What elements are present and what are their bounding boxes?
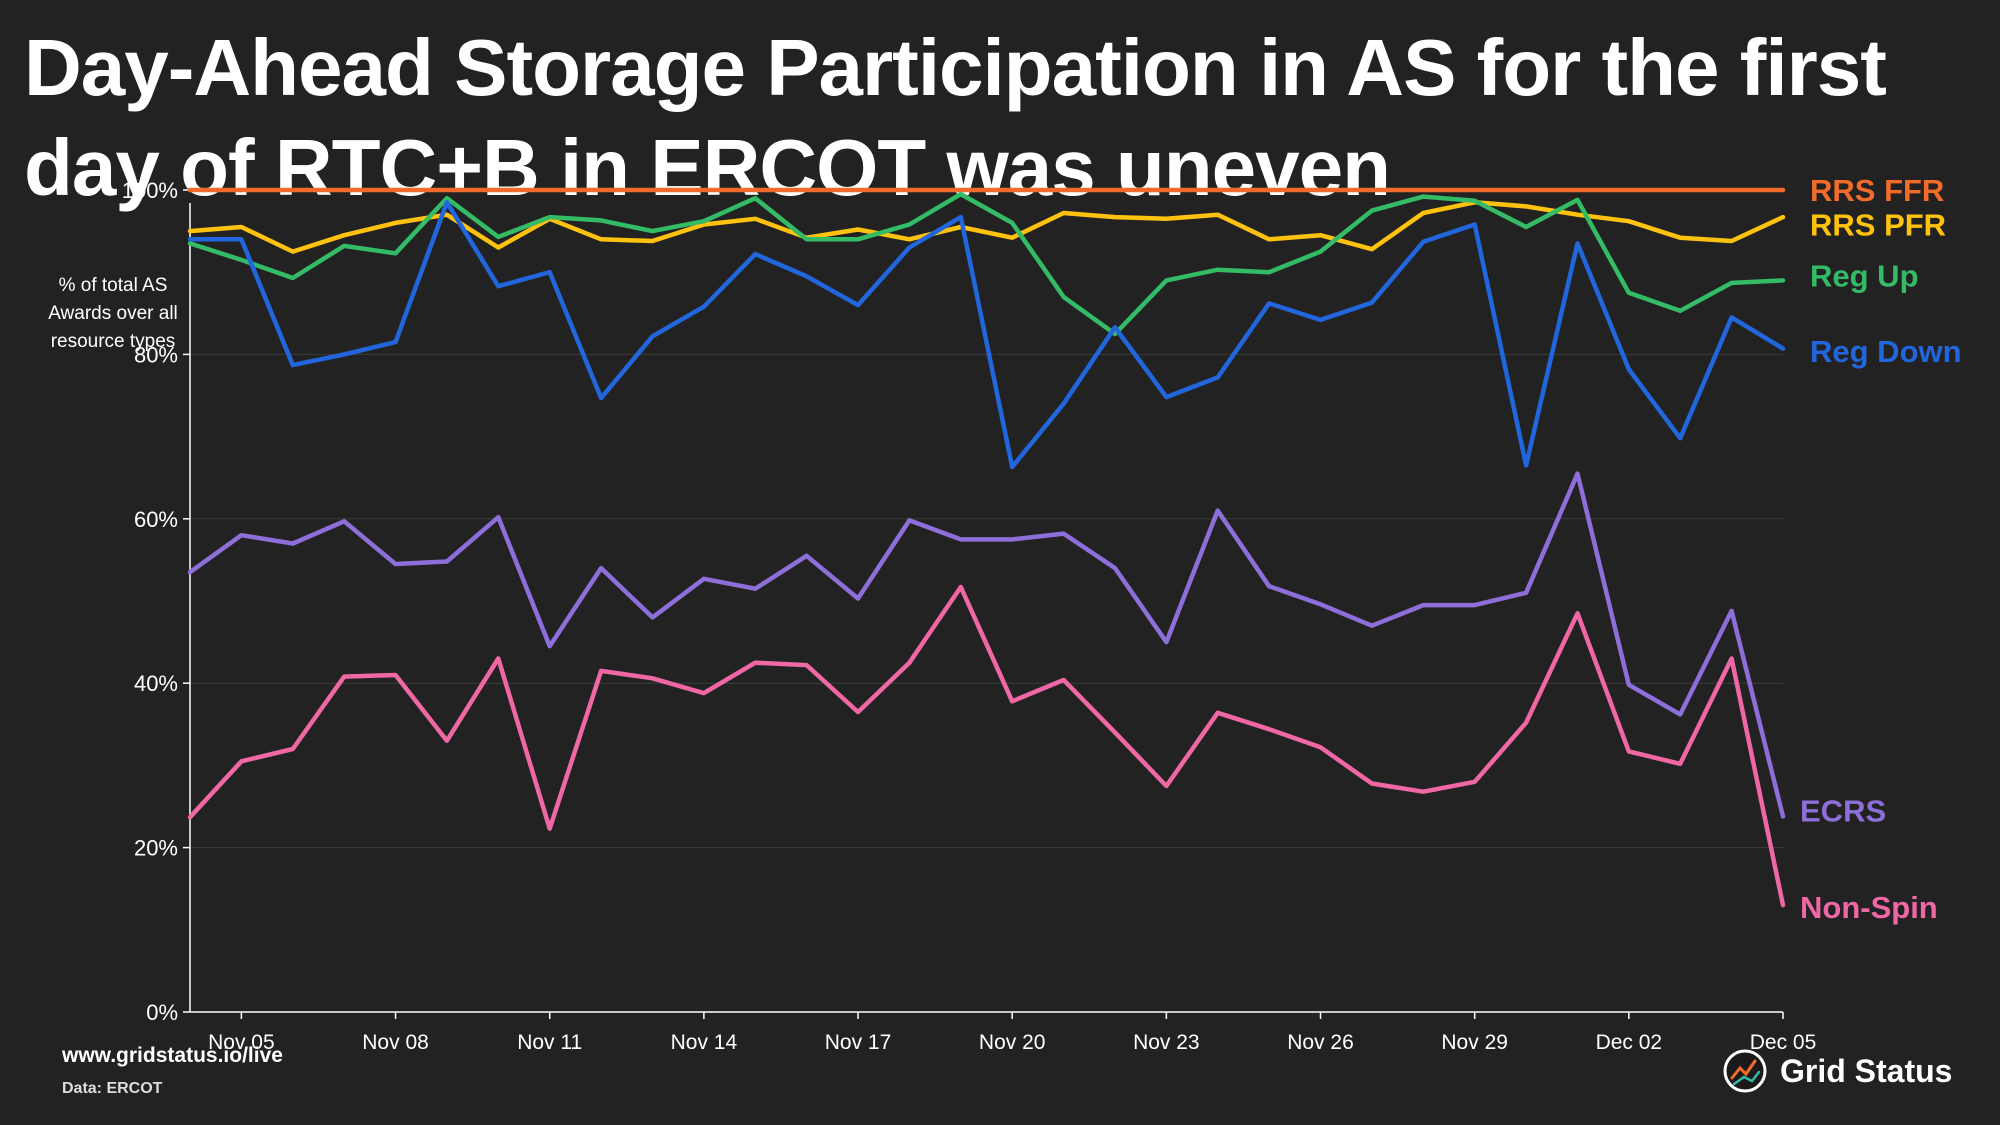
- x-tick-label: Nov 17: [825, 1031, 892, 1054]
- x-tick-label: Nov 11: [517, 1031, 582, 1054]
- y-axis-label-line: Awards over all: [48, 303, 178, 324]
- series-label-rrs-ffr: RRS FFR: [1810, 173, 1944, 208]
- axes: 0% 20% 40% 60% 80% 100% Nov 05 Nov 08 Nov 11 Nov …: [122, 178, 1817, 1054]
- x-tick-label: Nov 08: [362, 1031, 429, 1054]
- x-tick-label: Dec 05: [1750, 1031, 1817, 1054]
- y-tick-label: 20%: [134, 836, 178, 861]
- series-lines: [187, 187, 1786, 908]
- y-tick-label: 60%: [134, 507, 178, 532]
- x-tick-label: Nov 20: [979, 1031, 1046, 1054]
- x-tick-label: Dec 02: [1596, 1031, 1663, 1054]
- y-axis-label-line: % of total AS: [59, 275, 168, 296]
- series-label-reg-down: Reg Down: [1810, 334, 1962, 369]
- gridlines: [190, 189, 1783, 849]
- brand: Grid Status: [1722, 1048, 1952, 1094]
- data-source: Data: ERCOT: [62, 1080, 163, 1097]
- brand-name: Grid Status: [1780, 1052, 1953, 1089]
- x-tick-label: Nov 29: [1441, 1031, 1508, 1054]
- series-label-reg-up: Reg Up: [1810, 258, 1919, 293]
- y-tick-label: 100%: [122, 178, 178, 203]
- series-label-rrs-pfr: RRS PFR: [1810, 208, 1946, 243]
- x-tick-label: Nov 26: [1287, 1031, 1354, 1054]
- x-tick-label: Nov 23: [1133, 1031, 1200, 1054]
- chart-title-line-1: Day-Ahead Storage Participation in AS fo…: [24, 23, 1887, 112]
- series-label-ecrs: ECRS: [1800, 794, 1886, 829]
- y-axis-label-line: resource types: [51, 331, 176, 352]
- grid-status-logo-icon: [1723, 1049, 1767, 1093]
- x-tick-label: Nov 05: [208, 1031, 275, 1054]
- y-tick-label: 40%: [134, 671, 178, 696]
- series-label-non-spin: Non-Spin: [1800, 890, 1938, 925]
- chart-title-line-2: day of RTC+B in ERCOT was uneven: [24, 123, 1391, 212]
- series-line-reg-down: [187, 200, 1786, 470]
- series-line-reg-up: [187, 191, 1786, 337]
- series-line-non-spin: [187, 584, 1786, 908]
- source-url[interactable]: www.gridstatus.io/live: [62, 1044, 283, 1067]
- series-line-ecrs: [187, 471, 1786, 819]
- y-tick-label: 0%: [146, 1000, 178, 1025]
- y-tick-label: 80%: [134, 342, 178, 367]
- x-tick-label: Nov 14: [671, 1031, 738, 1054]
- chart-title: Day-Ahead Storage Participation in AS fo…: [24, 18, 1984, 218]
- y-axis-label: % of total AS Awards over all resource typ…: [48, 275, 178, 352]
